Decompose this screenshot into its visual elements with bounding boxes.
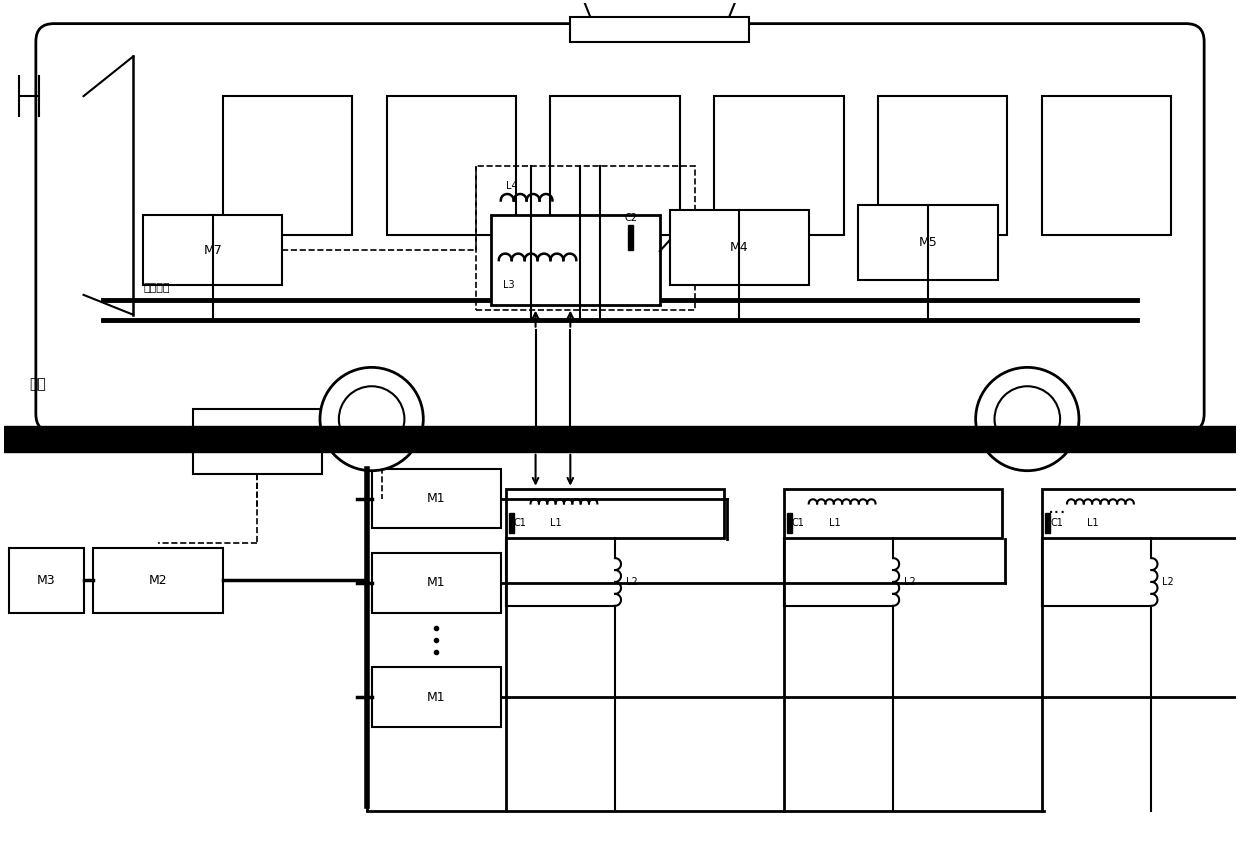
Text: 直流母线: 直流母线 (143, 283, 170, 293)
Text: L2: L2 (904, 577, 916, 587)
Text: M3: M3 (37, 574, 56, 587)
Text: M1: M1 (427, 576, 445, 589)
Circle shape (320, 368, 423, 470)
Bar (627, 225, 632, 250)
Bar (1042, 488, 1240, 538)
Text: M4: M4 (730, 241, 749, 254)
Bar (506, 488, 724, 538)
Text: M2: M2 (149, 574, 167, 587)
Text: M1: M1 (427, 492, 445, 505)
Text: C2: C2 (625, 213, 637, 223)
Text: L1: L1 (551, 519, 562, 528)
Bar (491, 216, 660, 305)
Circle shape (339, 386, 404, 452)
Bar (93, 548, 223, 613)
Text: M5: M5 (919, 236, 937, 250)
Bar (192, 409, 322, 474)
Text: C1: C1 (792, 519, 805, 528)
Text: M6: M6 (248, 435, 267, 448)
Bar (878, 96, 1007, 235)
Bar (570, 17, 749, 42)
Bar (1045, 514, 1050, 533)
Bar (714, 96, 843, 235)
Text: M7: M7 (203, 244, 222, 256)
Bar (508, 514, 513, 533)
Text: C1: C1 (513, 519, 527, 528)
Text: L1: L1 (1087, 519, 1099, 528)
Circle shape (994, 386, 1060, 452)
Text: 地面: 地面 (29, 377, 46, 391)
Bar (1042, 96, 1172, 235)
Text: ···: ··· (1048, 504, 1066, 523)
Bar (858, 205, 997, 280)
Text: L2: L2 (626, 577, 637, 587)
Bar (551, 96, 680, 235)
Bar (670, 211, 808, 285)
Bar (372, 554, 501, 613)
Bar (372, 469, 501, 528)
Bar (223, 96, 352, 235)
Text: C1: C1 (1050, 519, 1063, 528)
Text: L3: L3 (502, 280, 515, 290)
FancyBboxPatch shape (36, 24, 1204, 432)
Text: L2: L2 (1162, 577, 1174, 587)
Bar (9, 548, 83, 613)
Bar (476, 166, 694, 310)
Bar (143, 216, 283, 285)
Bar (387, 96, 516, 235)
Bar (372, 667, 501, 727)
Text: M1: M1 (427, 691, 445, 704)
Bar (784, 488, 1002, 538)
Circle shape (976, 368, 1079, 470)
Bar (4, 426, 1236, 452)
Text: L1: L1 (828, 519, 841, 528)
Bar (787, 514, 792, 533)
Text: L4: L4 (506, 181, 517, 190)
